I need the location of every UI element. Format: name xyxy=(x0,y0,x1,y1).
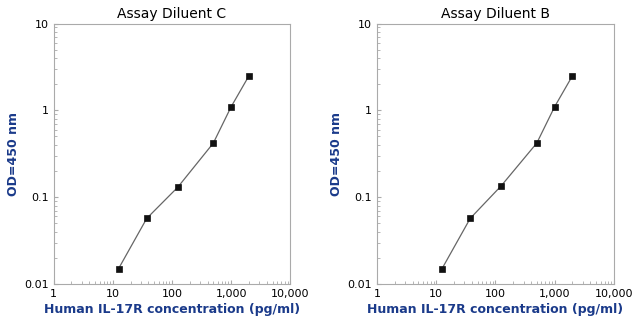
Y-axis label: OD=450 nm: OD=450 nm xyxy=(330,112,344,196)
Title: Assay Diluent C: Assay Diluent C xyxy=(117,7,227,21)
Title: Assay Diluent B: Assay Diluent B xyxy=(441,7,550,21)
Y-axis label: OD=450 nm: OD=450 nm xyxy=(7,112,20,196)
X-axis label: Human IL-17R concentration (pg/ml): Human IL-17R concentration (pg/ml) xyxy=(44,303,300,316)
X-axis label: Human IL-17R concentration (pg/ml): Human IL-17R concentration (pg/ml) xyxy=(367,303,623,316)
